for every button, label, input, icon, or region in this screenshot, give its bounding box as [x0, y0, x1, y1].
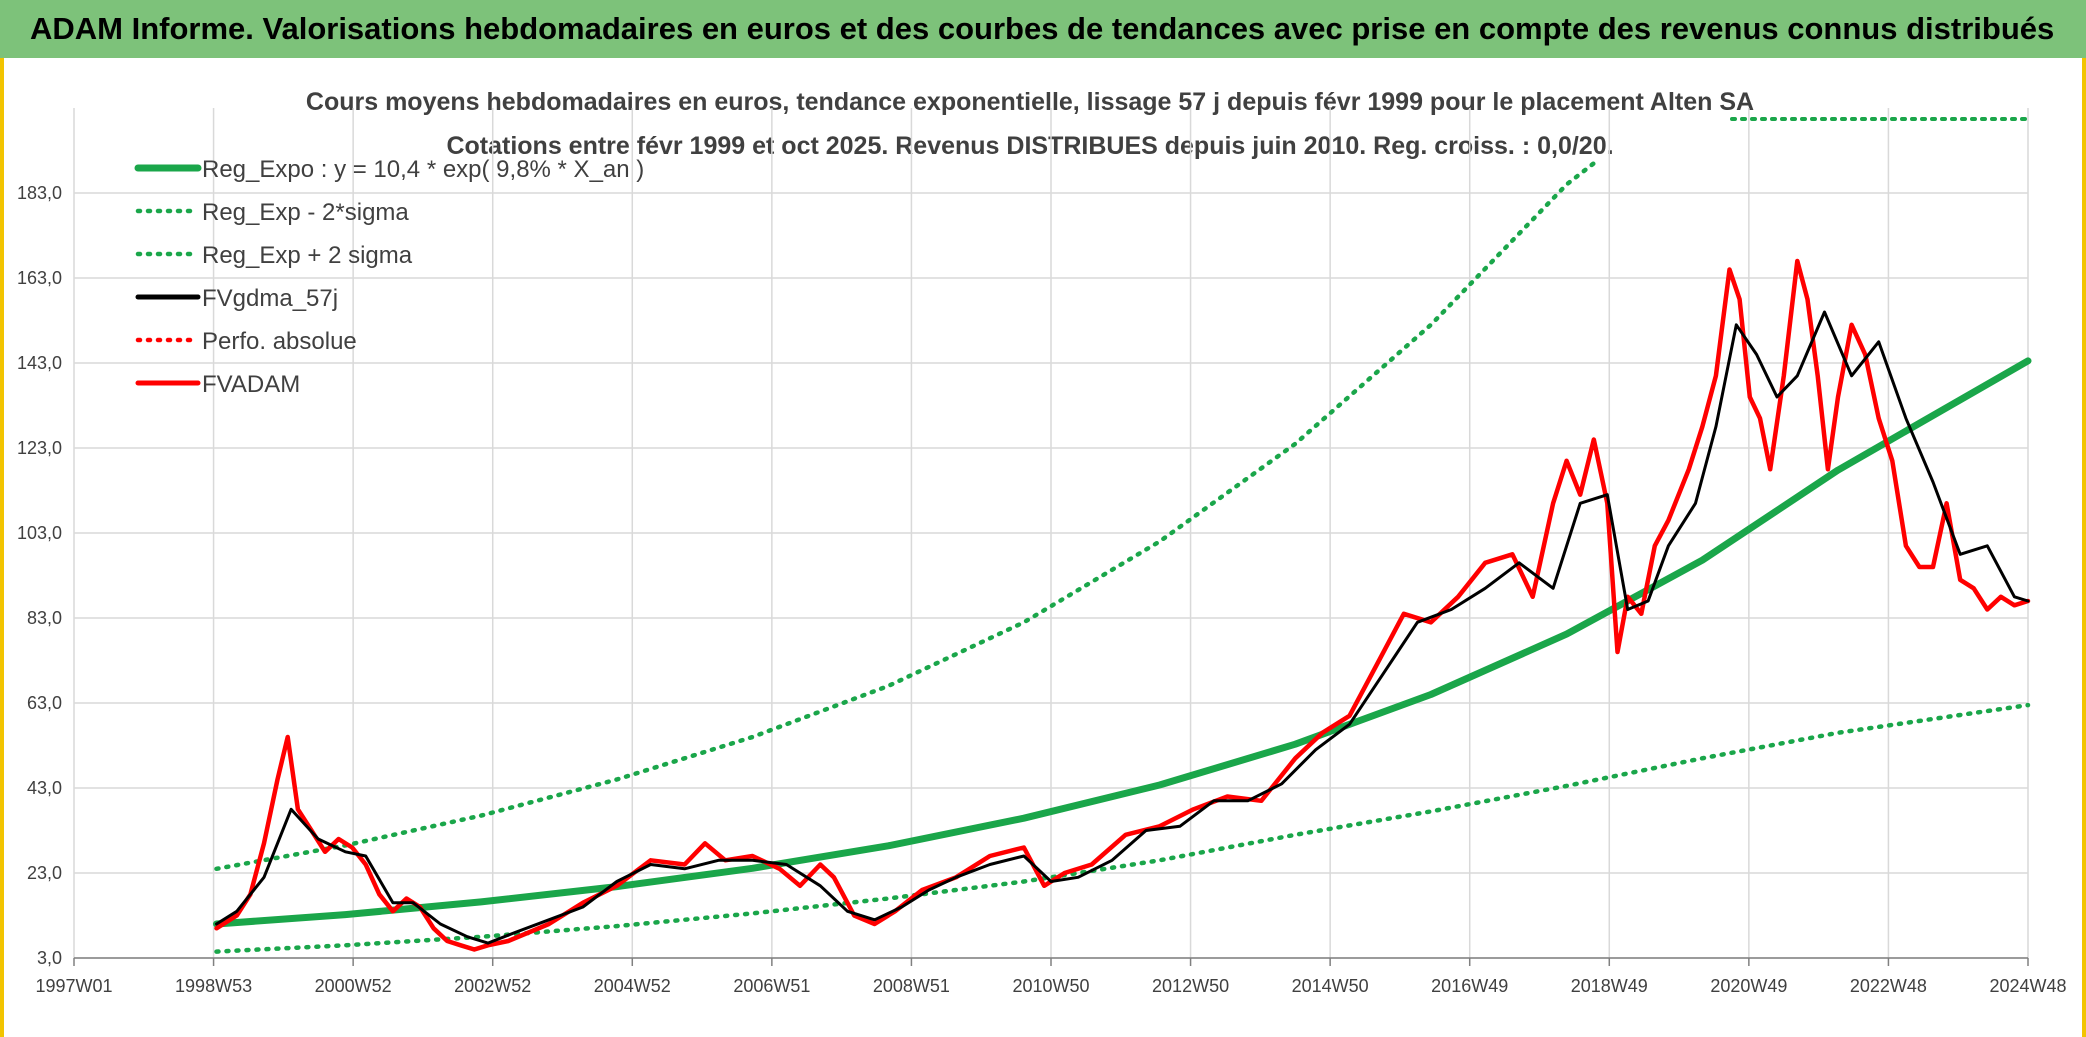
y-tick-label: 163,0	[17, 268, 62, 288]
y-tick-label: 23,0	[27, 863, 62, 883]
report-banner: ADAM Informe. Valorisations hebdomadaire…	[0, 0, 2086, 58]
series-line-2	[214, 161, 1597, 872]
y-tick-label: 63,0	[27, 693, 62, 713]
y-axis: 3,0 23,0 43,0 63,0 83,0 103,0 123,0 143,0 163,0 1…	[17, 183, 62, 968]
x-tick-label: 2010W50	[1012, 976, 1089, 996]
series-lines	[213, 161, 2032, 954]
x-tick-label: 2000W52	[315, 976, 392, 996]
y-tick-label: 103,0	[17, 523, 62, 543]
legend: Reg_Expo : y = 10,4 * exp( 9,8% * X_an )…	[134, 156, 644, 398]
x-tick-label: 2002W52	[454, 976, 531, 996]
chart-title: Cours moyens hebdomadaires en euros, ten…	[306, 88, 1754, 116]
x-tick-label: 2004W52	[594, 976, 671, 996]
series-line-5	[214, 258, 2031, 952]
x-tick-label: 2022W48	[1850, 976, 1927, 996]
y-tick-label: 183,0	[17, 183, 62, 203]
x-axis: 1997W01 1998W53 2000W52 2002W52 2004W52 2006W…	[35, 957, 2067, 996]
grid-lines	[73, 108, 2029, 959]
legend-label: FVADAM	[202, 371, 300, 398]
y-tick-label: 143,0	[17, 353, 62, 373]
x-tick-label: 2006W51	[733, 976, 810, 996]
y-tick-label: 43,0	[27, 778, 62, 798]
y-tick-label: 123,0	[17, 438, 62, 458]
x-tick-label: 1997W01	[35, 976, 112, 996]
legend-label: Reg_Exp - 2*sigma	[202, 199, 409, 226]
legend-label: Reg_Expo : y = 10,4 * exp( 9,8% * X_an )	[202, 156, 644, 183]
x-tick-label: 2016W49	[1431, 976, 1508, 996]
y-tick-label: 83,0	[27, 608, 62, 628]
x-tick-label: 2020W49	[1710, 976, 1787, 996]
x-tick-label: 2014W50	[1292, 976, 1369, 996]
legend-label: FVgdma_57j	[202, 285, 338, 312]
series-line-3	[215, 310, 2030, 945]
x-tick-label: 1998W53	[175, 976, 252, 996]
legend-label: Reg_Exp + 2 sigma	[202, 242, 413, 269]
x-tick-label: 2024W48	[1989, 976, 2066, 996]
legend-label: Perfo. absolue	[202, 328, 357, 355]
chart-frame	[0, 58, 2086, 1037]
x-tick-label: 2018W49	[1571, 976, 1648, 996]
y-tick-label: 3,0	[37, 948, 62, 968]
chart-subtitle: Cotations entre févr 1999 et oct 2025. R…	[446, 132, 1613, 160]
line-chart: Cours moyens hebdomadaires en euros, ten…	[17, 88, 2067, 996]
series-line-0	[213, 357, 2032, 928]
x-tick-label: 2012W50	[1152, 976, 1229, 996]
x-tick-label: 2008W51	[873, 976, 950, 996]
series-line-1	[214, 702, 2031, 954]
